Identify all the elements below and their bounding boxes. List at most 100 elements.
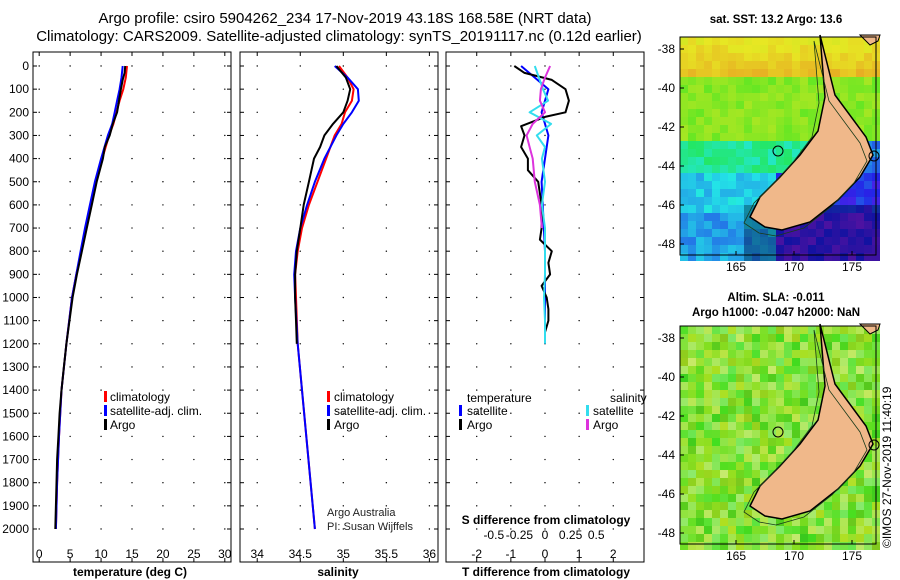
grid-dot (162, 273, 164, 276)
map-pixel (848, 358, 856, 366)
map-pixel (800, 414, 808, 422)
map-pixel (680, 382, 688, 390)
map-pixel (840, 326, 848, 334)
map-pixel (688, 510, 696, 518)
map-pixel (696, 85, 704, 93)
map-pixel (696, 422, 704, 430)
map-pixel (792, 45, 800, 53)
map-pixel (800, 326, 808, 334)
map-pixel (720, 85, 728, 93)
grid-dot (385, 505, 388, 507)
map-pixel (736, 414, 744, 422)
map-pixel (736, 502, 744, 510)
map-pixel (800, 53, 808, 61)
grid-dot (131, 505, 133, 507)
map-pixel (864, 350, 872, 358)
grid-dot (385, 458, 388, 461)
map-pixel (720, 358, 728, 366)
map-pixel (736, 53, 744, 61)
map-pixel (840, 502, 848, 510)
map-pixel (848, 53, 856, 61)
map-pixel (752, 326, 760, 334)
map-pixel (776, 534, 784, 542)
map-pixel (736, 470, 744, 478)
x-tick-layer: 0 5 10 15 20 25 30 34 34.5 35 35.5 36 -2 -1 0 1 2-0.5 -0.… (36, 52, 617, 562)
map-pixel (720, 125, 728, 133)
grid-dot (299, 134, 301, 137)
grid-dot (100, 435, 102, 438)
x-tick-label: 20 (156, 547, 170, 561)
map-pixel (744, 45, 752, 53)
map-pixel (680, 414, 688, 422)
grid-dot (256, 250, 258, 252)
map-lat-tick-label: -40 (658, 370, 676, 384)
map-pixel (680, 157, 688, 165)
map-pixel (712, 85, 720, 93)
map-pixel (760, 173, 768, 181)
map-pixel (712, 542, 720, 550)
map-pixel (736, 454, 744, 462)
map-pixel (848, 366, 856, 374)
grid-dot (38, 319, 40, 322)
grid-dot (224, 458, 226, 461)
map-lon-tick-label: 170 (784, 549, 804, 563)
grid-dot (544, 389, 546, 391)
map-pixel (704, 374, 712, 382)
map-pixel (784, 518, 792, 526)
map-pixel (696, 141, 704, 149)
map-pixel (736, 229, 744, 237)
map-pixel (784, 125, 792, 133)
map-pixel (800, 398, 808, 406)
grid-dot (38, 181, 40, 183)
map-pixel (720, 326, 728, 334)
grid-dot (428, 227, 431, 229)
grid-dot (299, 435, 301, 438)
map-pixel (848, 326, 856, 334)
depth-tick-label: 400 (9, 152, 29, 166)
map-pixel (840, 542, 848, 550)
grid-dot (510, 343, 512, 345)
map-pixel (864, 109, 872, 117)
map-pixel (712, 470, 720, 478)
map-lat-tick-label: -38 (658, 42, 676, 56)
map-pixel (768, 229, 776, 237)
map-pixel (840, 334, 848, 342)
map-pixel (728, 93, 736, 101)
map-pixel (704, 213, 712, 221)
map-pixel (856, 221, 864, 229)
grid-dot (578, 482, 580, 484)
grid-dot (162, 296, 164, 299)
map-pixel (752, 358, 760, 366)
map-pixel (680, 173, 688, 181)
map-pixel (864, 125, 872, 133)
grid-dot (578, 505, 580, 507)
grid-dot (69, 296, 71, 299)
map-pixel (776, 53, 784, 61)
grid-dot (224, 435, 226, 438)
map-pixel (824, 342, 832, 350)
map-pixel (712, 430, 720, 438)
map-pixel (696, 470, 704, 478)
map-pixel (776, 45, 784, 53)
map-pixel (680, 93, 688, 101)
map-pixel (848, 502, 856, 510)
map-pixel (728, 253, 736, 261)
grid-dot (510, 273, 512, 276)
map-pixel (760, 181, 768, 189)
map-pixel (696, 326, 704, 334)
grid-dot (193, 435, 195, 438)
map-pixel (808, 390, 816, 398)
map-pixel (824, 518, 832, 526)
map-pixel (776, 446, 784, 454)
map-pixel (744, 470, 752, 478)
map-pixel (688, 69, 696, 77)
map-pixel (824, 334, 832, 342)
map-pixel (728, 334, 736, 342)
map-pixel (776, 342, 784, 350)
map-pixel (808, 93, 816, 101)
map-pixel (696, 125, 704, 133)
grid-dot (100, 389, 102, 391)
map-pixel (848, 526, 856, 534)
map-pixel (808, 109, 816, 117)
map-pixel (848, 542, 856, 550)
